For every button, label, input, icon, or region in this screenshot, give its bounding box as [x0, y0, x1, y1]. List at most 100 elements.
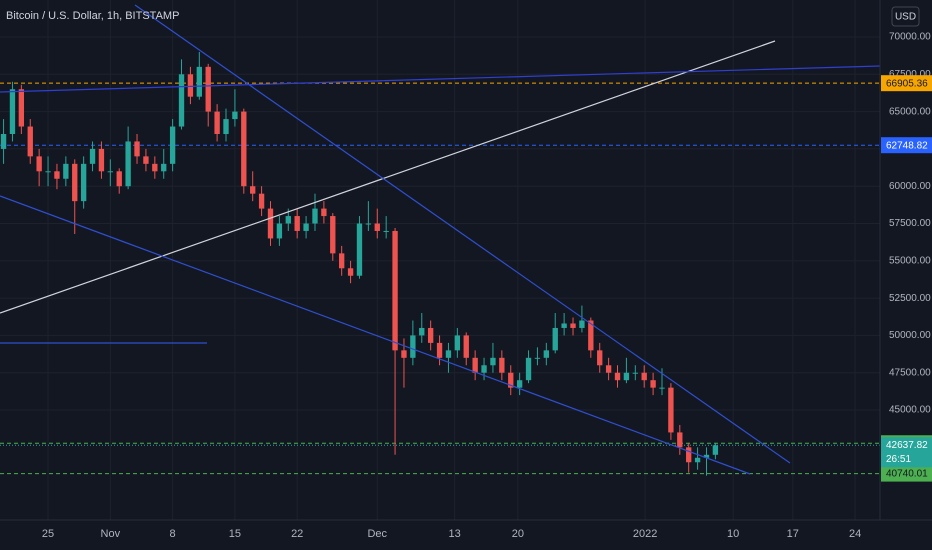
candle-body — [579, 320, 585, 328]
candle-body — [427, 327, 434, 343]
price-label: 66905.36 — [886, 78, 928, 89]
trend-line — [0, 195, 751, 475]
candle-body — [134, 141, 140, 157]
trend-line — [0, 65, 881, 93]
candle-body — [401, 350, 407, 358]
candle-body — [45, 171, 51, 173]
candle-body — [365, 223, 372, 225]
x-tick-label: 10 — [727, 528, 739, 540]
x-tick-label: 13 — [449, 528, 461, 540]
y-tick-label: 70000.00 — [889, 32, 931, 43]
candle-body — [169, 126, 176, 164]
candle-body — [614, 372, 621, 381]
y-tick-label: 50000.00 — [889, 330, 931, 341]
candle-body — [632, 372, 638, 374]
candle-body — [232, 111, 238, 120]
candle-body — [161, 163, 167, 172]
candle-body — [312, 208, 318, 224]
y-tick-label: 60000.00 — [889, 181, 931, 192]
candle-body — [445, 350, 452, 358]
candle-body — [27, 126, 33, 157]
trend-line — [0, 40, 776, 314]
price-label-box — [881, 75, 932, 92]
candle-body — [187, 74, 194, 97]
candle-body — [686, 447, 692, 463]
x-tick-label: 20 — [512, 528, 524, 540]
candle-body — [605, 365, 612, 373]
candle-body — [285, 216, 291, 224]
candle-body — [534, 357, 541, 359]
x-tick-label: 2022 — [633, 528, 657, 540]
x-tick-label: 8 — [170, 528, 176, 540]
candle-body — [152, 163, 158, 172]
candle-body — [294, 216, 300, 231]
price-label-box — [881, 137, 932, 154]
candle-body — [561, 323, 567, 328]
candle-body — [356, 223, 363, 276]
trend-line — [134, 4, 791, 464]
candle-body — [330, 216, 336, 254]
candle-body — [98, 148, 105, 172]
candle-body — [436, 342, 443, 358]
candle-body — [178, 74, 185, 127]
candle-body — [321, 208, 327, 217]
candle-body — [525, 357, 532, 381]
candle-body — [383, 230, 389, 232]
x-tick-label: Nov — [101, 528, 121, 540]
candle-body — [18, 89, 25, 127]
candle-body — [570, 323, 576, 328]
candle-body — [241, 111, 247, 187]
candle-body — [36, 156, 42, 172]
price-label: 40740.01 — [886, 469, 928, 480]
y-tick-label: 47500.00 — [889, 367, 931, 378]
y-tick-label: 45000.00 — [889, 405, 931, 416]
last-price-label: 42637.82 — [886, 440, 928, 451]
candle-body — [276, 223, 283, 239]
candle-body — [80, 163, 87, 202]
candle-body — [641, 372, 647, 381]
candle-body — [89, 148, 96, 164]
candle-body — [116, 171, 122, 187]
countdown: 26:51 — [886, 454, 911, 465]
candle-body — [267, 208, 274, 239]
candle-body — [623, 372, 630, 381]
candle-body — [481, 365, 487, 373]
candle-body — [347, 268, 354, 276]
candle-body — [374, 223, 380, 231]
candle-body — [143, 156, 149, 164]
candle-body — [410, 335, 416, 358]
x-tick-label: Dec — [367, 528, 387, 540]
candle-body — [597, 350, 603, 366]
candle-body — [258, 193, 265, 209]
x-tick-label: 15 — [229, 528, 241, 540]
candle-body — [9, 89, 16, 134]
candle-body — [303, 223, 309, 231]
currency[interactable]: USD — [895, 12, 916, 23]
candle-body — [196, 66, 202, 97]
y-tick-label: 52500.00 — [889, 293, 931, 304]
candle-body — [588, 320, 594, 351]
candle-body — [125, 141, 131, 187]
candle-body — [677, 432, 683, 448]
currency-button[interactable] — [891, 6, 920, 27]
candle-body — [472, 357, 478, 373]
y-tick-label: 67500.00 — [889, 69, 931, 80]
x-tick-label: 22 — [291, 528, 303, 540]
candle-body — [694, 457, 701, 463]
candle-body — [54, 171, 60, 179]
candle-body — [205, 66, 211, 112]
y-tick-label: 55000.00 — [889, 255, 931, 266]
drawings — [0, 4, 881, 475]
candle-body — [392, 230, 398, 351]
last-price-box — [881, 437, 932, 468]
candle-body — [250, 186, 256, 194]
y-tick-label: 57500.00 — [889, 218, 931, 229]
candle-body — [650, 380, 656, 388]
x-tick-label: 17 — [787, 528, 799, 540]
candle-body — [339, 253, 345, 269]
candle-body — [499, 357, 505, 373]
candle-body — [712, 445, 719, 455]
price-label: 62748.82 — [886, 140, 928, 151]
candle-body — [419, 327, 425, 336]
